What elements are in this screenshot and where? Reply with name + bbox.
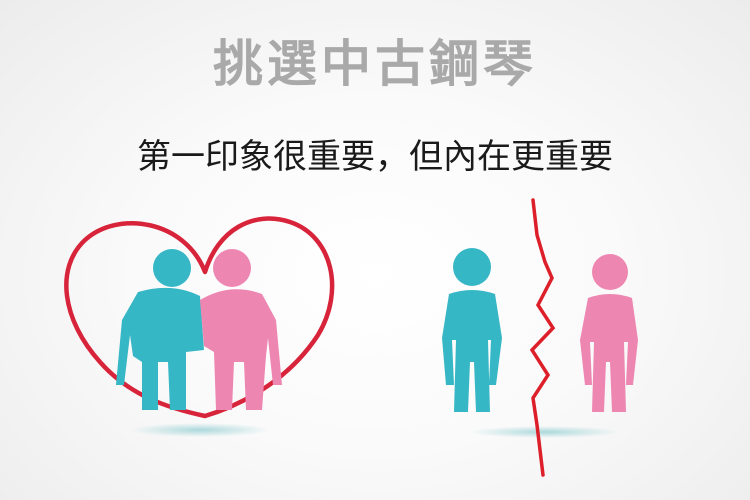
pink-person-couple-icon [200,249,282,410]
couple-shadow [130,423,270,437]
teal-person-alone-icon [442,248,502,412]
broken-crack-icon [529,198,556,477]
pink-person-alone-icon [580,254,638,412]
page-title: 挑選中古鋼琴 [213,35,537,93]
teal-person-couple-icon [116,249,204,410]
heart-icon [64,216,335,419]
page-subtitle: 第一印象很重要，但內在更重要 [137,137,613,177]
separated-shadow [470,426,620,438]
